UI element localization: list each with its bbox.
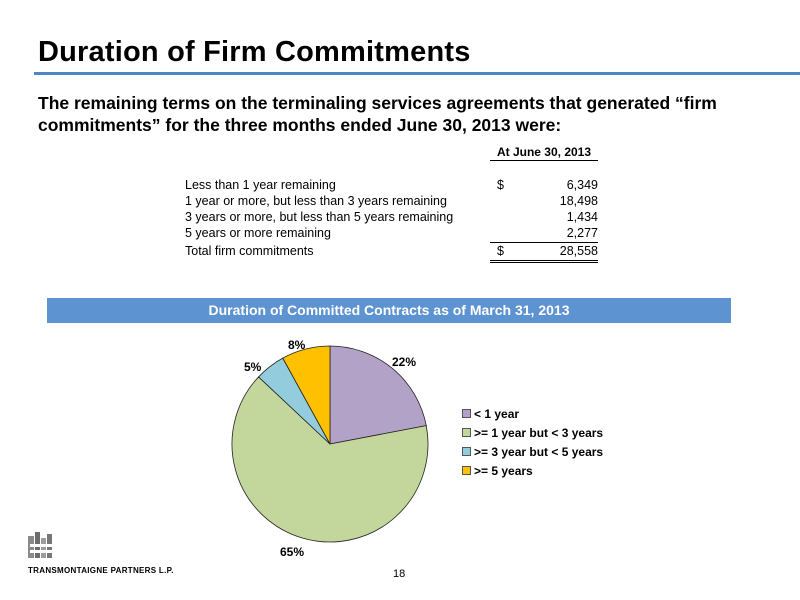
- legend-item: >= 5 years: [462, 461, 603, 480]
- total-double-rule-top: [490, 260, 598, 261]
- pie-data-label: 8%: [288, 338, 306, 352]
- row-value: 18,498: [559, 194, 598, 208]
- table-column-header: At June 30, 2013: [496, 145, 592, 159]
- legend-swatch: [462, 466, 471, 475]
- subtotal-rule: [490, 242, 598, 243]
- chart-banner: Duration of Committed Contracts as of Ma…: [47, 298, 731, 323]
- table-row: Less than 1 year remaining $ 6,349: [185, 178, 598, 195]
- legend-label: >= 3 year but < 5 years: [474, 444, 604, 459]
- legend-swatch: [462, 447, 471, 456]
- row-label: 3 years or more, but less than 5 years r…: [185, 210, 454, 224]
- table-row: 1 year or more, but less than 3 years re…: [185, 194, 598, 211]
- chart-legend: < 1 year >= 1 year but < 3 years >= 3 ye…: [462, 404, 603, 480]
- intro-text: The remaining terms on the terminaling s…: [38, 93, 717, 135]
- legend-label: >= 1 year but < 3 years: [474, 425, 604, 440]
- row-label: 1 year or more, but less than 3 years re…: [185, 194, 447, 208]
- table-row: 5 years or more remaining 2,277: [185, 226, 598, 243]
- pie-slice: [329, 345, 427, 445]
- total-double-rule-bottom: [490, 262, 598, 263]
- legend-item: >= 1 year but < 3 years: [462, 423, 603, 442]
- pie-data-label: 5%: [244, 360, 262, 374]
- legend-item: < 1 year: [462, 404, 603, 423]
- company-name: TRANSMONTAIGNE PARTNERS L.P.: [28, 566, 174, 575]
- pie-data-label: 22%: [392, 355, 417, 369]
- company-logo-icon: [28, 532, 52, 558]
- row-value: 6,349: [566, 178, 598, 192]
- legend-label: < 1 year: [474, 406, 520, 421]
- row-value: 1,434: [566, 210, 598, 224]
- legend-swatch: [462, 428, 471, 437]
- row-currency: $: [497, 178, 504, 192]
- table-row: 3 years or more, but less than 5 years r…: [185, 210, 598, 227]
- commitments-table: At June 30, 2013 Less than 1 year remain…: [0, 0, 800, 280]
- pie-slice: [282, 345, 331, 445]
- page-number: 18: [393, 568, 406, 580]
- row-currency: $: [497, 244, 504, 258]
- legend-label: >= 5 years: [474, 463, 533, 478]
- pie-data-label: 65%: [280, 545, 305, 559]
- row-value: 2,277: [566, 226, 598, 240]
- legend-item: >= 3 year but < 5 years: [462, 442, 603, 461]
- legend-swatch: [462, 409, 471, 418]
- title-divider: [34, 72, 800, 75]
- pie-slice: [231, 376, 429, 543]
- row-label: Total firm commitments: [185, 244, 314, 258]
- row-label: 5 years or more remaining: [185, 226, 331, 240]
- table-total-row: Total firm commitments $ 28,558: [185, 244, 598, 261]
- row-value: 28,558: [559, 244, 598, 258]
- header-underline: [490, 160, 598, 161]
- page-title: Duration of Firm Commitments: [38, 36, 471, 68]
- row-label: Less than 1 year remaining: [185, 178, 336, 192]
